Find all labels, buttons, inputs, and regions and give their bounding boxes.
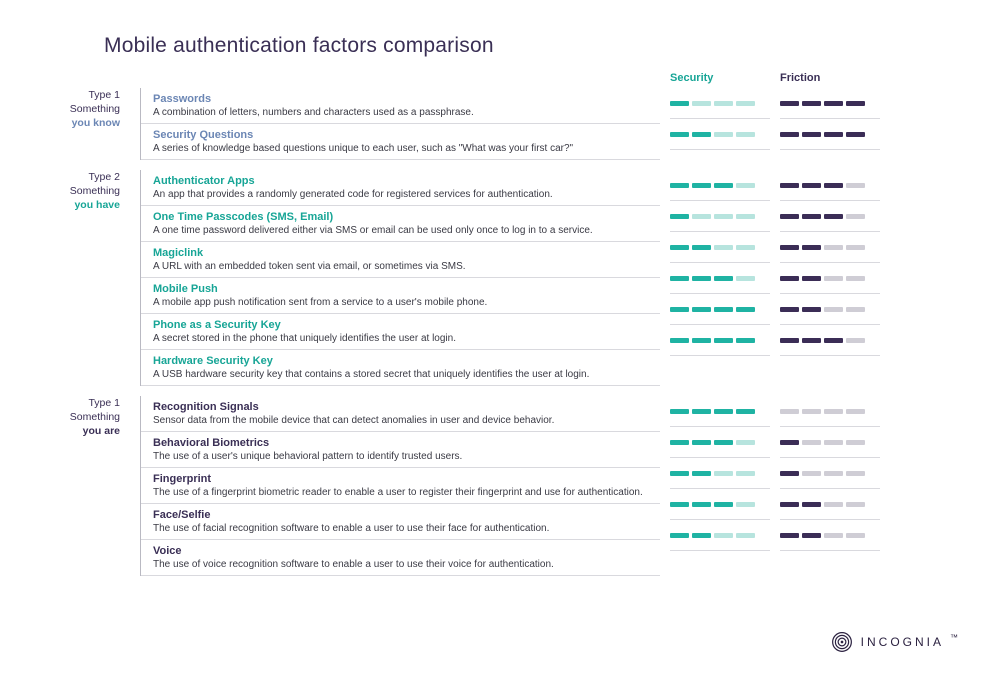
factor-row: VoiceThe use of voice recognition softwa…: [141, 540, 660, 576]
spiral-icon: [831, 631, 853, 653]
security-meter: [670, 119, 770, 150]
security-meter: [670, 520, 770, 551]
security-meter: [670, 170, 770, 201]
factor-name: Authenticator Apps: [153, 174, 660, 188]
friction-meter: [780, 325, 880, 356]
factor-name: Voice: [153, 544, 660, 558]
security-meter: [670, 458, 770, 489]
page: Mobile authentication factors comparison…: [0, 0, 1000, 675]
factor-row: One Time Passcodes (SMS, Email)A one tim…: [141, 206, 660, 242]
factor-name: Fingerprint: [153, 472, 660, 486]
friction-meter: [780, 201, 880, 232]
factor-desc: An app that provides a randomly generate…: [153, 188, 660, 201]
factor-row: Security QuestionsA series of knowledge …: [141, 124, 660, 160]
brand-logo: INCOGNIA ™: [831, 631, 960, 653]
brand-text: INCOGNIA: [861, 635, 944, 649]
friction-meter: [780, 458, 880, 489]
security-meter: [670, 489, 770, 520]
factor-desc: A USB hardware security key that contain…: [153, 368, 660, 381]
factor-row: Behavioral BiometricsThe use of a user's…: [141, 432, 660, 468]
friction-meter: [780, 520, 880, 551]
factor-desc: The use of a fingerprint biometric reade…: [153, 486, 660, 499]
security-meter: [670, 263, 770, 294]
friction-header: Friction: [780, 72, 880, 84]
security-meter: [670, 427, 770, 458]
factor-row: FingerprintThe use of a fingerprint biom…: [141, 468, 660, 504]
factor-row: MagiclinkA URL with an embedded token se…: [141, 242, 660, 278]
factor-desc: A secret stored in the phone that unique…: [153, 332, 660, 345]
factor-desc: A combination of letters, numbers and ch…: [153, 106, 660, 119]
trademark: ™: [950, 633, 958, 642]
factor-desc: A mobile app push notification sent from…: [153, 296, 660, 309]
factor-desc: A URL with an embedded token sent via em…: [153, 260, 660, 273]
factor-row: Mobile PushA mobile app push notificatio…: [141, 278, 660, 314]
factor-desc: Sensor data from the mobile device that …: [153, 414, 660, 427]
friction-meter: [780, 396, 880, 427]
factor-name: Phone as a Security Key: [153, 318, 660, 332]
security-meter: [670, 294, 770, 325]
friction-meter: [780, 88, 880, 119]
factor-desc: A one time password delivered either via…: [153, 224, 660, 237]
security-meter: [670, 325, 770, 356]
factor-name: Behavioral Biometrics: [153, 436, 660, 450]
factor-row: Authenticator AppsAn app that provides a…: [141, 170, 660, 206]
factor-desc: A series of knowledge based questions un…: [153, 142, 660, 155]
friction-meter: [780, 427, 880, 458]
security-meter: [670, 232, 770, 263]
factor-name: Hardware Security Key: [153, 354, 660, 368]
factor-name: Mobile Push: [153, 282, 660, 296]
factor-row: Face/SelfieThe use of facial recognition…: [141, 504, 660, 540]
factor-name: Recognition Signals: [153, 400, 660, 414]
factor-desc: The use of a user's unique behavioral pa…: [153, 450, 660, 463]
factor-name: Magiclink: [153, 246, 660, 260]
friction-meter: [780, 232, 880, 263]
factor-desc: The use of facial recognition software t…: [153, 522, 660, 535]
factor-row: Recognition SignalsSensor data from the …: [141, 396, 660, 432]
security-meter: [670, 201, 770, 232]
factor-name: Face/Selfie: [153, 508, 660, 522]
column-headers: Security Friction: [40, 72, 960, 84]
factor-desc: The use of voice recognition software to…: [153, 558, 660, 571]
factor-name: Passwords: [153, 92, 660, 106]
security-meter: [670, 396, 770, 427]
type-label: Type 1Somethingyou know: [40, 88, 130, 130]
page-title: Mobile authentication factors comparison: [104, 34, 960, 58]
factor-row: Hardware Security KeyA USB hardware secu…: [141, 350, 660, 386]
comparison-table: Type 1Somethingyou know PasswordsA combin…: [40, 88, 960, 576]
friction-meter: [780, 263, 880, 294]
security-header: Security: [670, 72, 770, 84]
friction-meter: [780, 489, 880, 520]
friction-meter: [780, 294, 880, 325]
factor-name: Security Questions: [153, 128, 660, 142]
factor-row: PasswordsA combination of letters, numbe…: [141, 88, 660, 124]
factor-name: One Time Passcodes (SMS, Email): [153, 210, 660, 224]
type-label: Type 2Somethingyou have: [40, 170, 130, 212]
type-label: Type 1Somethingyou are: [40, 396, 130, 438]
friction-meter: [780, 119, 880, 150]
factor-row: Phone as a Security KeyA secret stored i…: [141, 314, 660, 350]
security-meter: [670, 88, 770, 119]
friction-meter: [780, 170, 880, 201]
